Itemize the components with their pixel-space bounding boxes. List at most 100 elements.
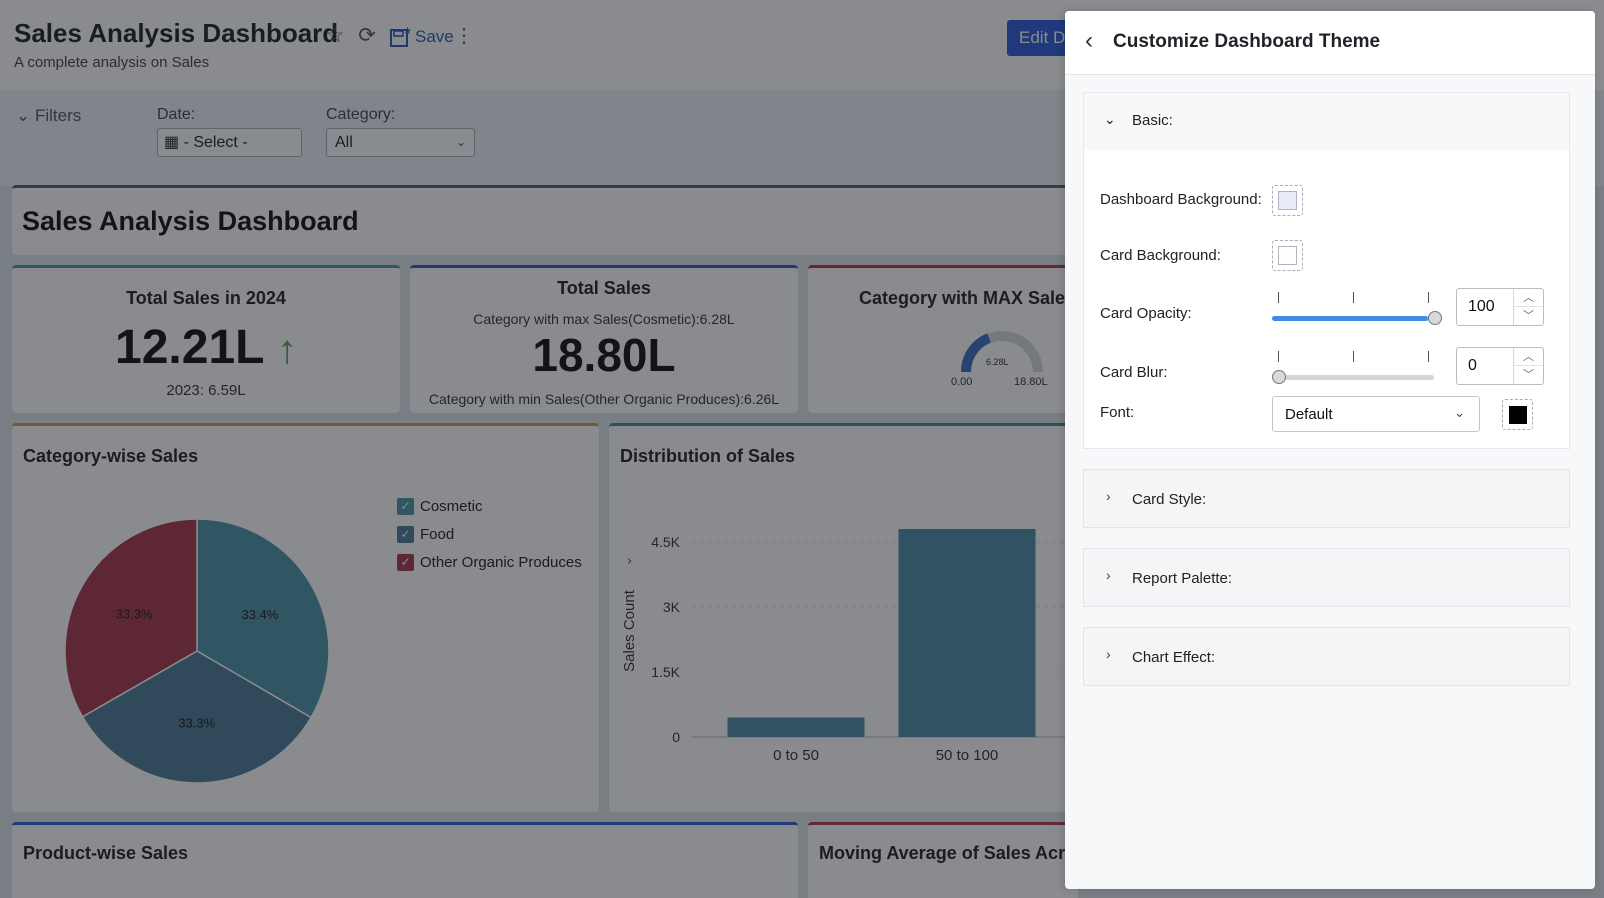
dashboard-title: Sales Analysis Dashboard	[14, 18, 339, 48]
card-opacity-label: Card Opacity:	[1100, 305, 1192, 322]
distribution-of-sales-card[interactable]: Distribution of Sales 4.5K 3K 1.5K 0 Sales C…	[609, 423, 1079, 812]
pie-slice-label: 33.3%	[116, 607, 153, 622]
card-blur-label: Card Blur:	[1100, 364, 1168, 381]
card-style-section[interactable]: › Card Style:	[1083, 469, 1570, 528]
slider-thumb[interactable]	[1272, 370, 1286, 384]
chevron-right-icon: ›	[1106, 646, 1111, 662]
checkbox-icon[interactable]: ✓	[397, 498, 414, 515]
bar[interactable]	[898, 529, 1036, 737]
font-select[interactable]: Default ⌄	[1272, 396, 1480, 432]
decrement-icon[interactable]: ﹀	[1523, 310, 1534, 322]
legend-label: Cosmetic	[420, 498, 483, 515]
moving-average-card[interactable]: Moving Average of Sales Across	[808, 822, 1078, 898]
dashboard-background-color-picker[interactable]	[1272, 185, 1303, 216]
header-card-title: Sales Analysis Dashboard	[22, 206, 359, 236]
dashboard-background-label: Dashboard Background:	[1100, 191, 1262, 208]
card-opacity-slider[interactable]	[1272, 292, 1442, 325]
chevron-right-icon[interactable]: ›	[627, 554, 632, 569]
checkbox-icon[interactable]: ✓	[397, 526, 414, 543]
filters-toggle[interactable]: ⌄ Filters	[16, 106, 81, 126]
header-card: Sales Analysis Dashboard	[12, 185, 1072, 255]
refresh-icon[interactable]: ⟳	[358, 24, 376, 47]
category-filter-label: Category:	[326, 106, 396, 123]
gauge-min: 0.00	[951, 376, 973, 388]
panel-header: ‹ Customize Dashboard Theme	[1065, 11, 1595, 75]
more-options-icon[interactable]: ⋮	[454, 25, 474, 47]
increment-icon[interactable]: ︿	[1514, 289, 1543, 307]
slider-tick	[1278, 351, 1279, 362]
kpi-title: Total Sales in 2024	[126, 288, 286, 308]
legend-item[interactable]: ✓ Food	[397, 526, 454, 543]
card-blur-input[interactable]: 0 ︿ ﹀	[1456, 347, 1544, 385]
chevron-down-icon: ⌄	[16, 106, 31, 125]
y-tick-label: 3K	[663, 599, 681, 615]
date-filter-value: - Select -	[183, 134, 248, 151]
save-label: Save	[415, 27, 454, 46]
gauge-value: 6.28L	[986, 357, 1009, 367]
back-arrow-icon[interactable]: ‹	[1085, 27, 1093, 54]
trend-up-icon: ↑	[276, 328, 297, 372]
kpi-value: 18.80L	[532, 329, 676, 381]
bar[interactable]	[727, 717, 865, 738]
card-title: Product-wise Sales	[23, 843, 189, 863]
card-background-color-picker[interactable]	[1272, 240, 1303, 271]
stepper-arrows: ︿ ﹀	[1513, 289, 1543, 325]
card-background-swatch	[1278, 246, 1297, 265]
y-axis-label: Sales Count	[621, 589, 638, 672]
font-color-picker[interactable]	[1502, 399, 1533, 430]
kpi-card-max-category[interactable]: Category with MAX Sales(C 6.28L 0.00 18.…	[808, 265, 1078, 413]
card-title: Category-wise Sales	[23, 446, 199, 466]
card-background-label: Card Background:	[1100, 247, 1221, 264]
legend-label: Food	[420, 526, 455, 543]
checkbox-icon[interactable]: ✓	[397, 554, 414, 571]
legend-item[interactable]: ✓ Cosmetic	[397, 498, 483, 515]
kpi-min-line: Category with min Sales(Other Organic Pr…	[428, 391, 780, 407]
slider-tick	[1428, 292, 1429, 303]
decrement-icon[interactable]: ﹀	[1523, 369, 1534, 381]
basic-section: ⌄ Basic: Dashboard Background: Card Back…	[1083, 92, 1570, 449]
chevron-down-icon: ⌄	[455, 135, 466, 149]
category-filter-value: All	[335, 134, 353, 151]
kpi-value-text: 12.21L	[115, 321, 264, 374]
category-wise-sales-card[interactable]: Category-wise Sales 33.4% 33.3% 33.3% ✓ Cos…	[12, 423, 599, 812]
basic-section-header[interactable]: ⌄ Basic:	[1084, 93, 1569, 150]
legend-item[interactable]: ✓ Other Organic Produces	[397, 554, 582, 571]
increment-icon[interactable]: ︿	[1514, 348, 1543, 366]
save-icon: ★	[390, 26, 411, 47]
slider-fill	[1272, 316, 1428, 321]
star-icon[interactable]: ☆	[325, 24, 345, 47]
calendar-icon: ▦	[164, 134, 180, 151]
dashboard-subtitle: A complete analysis on Sales	[14, 54, 210, 71]
kpi-max-line: Category with max Sales(Cosmetic):6.28L	[473, 311, 735, 327]
kpi-title: Total Sales	[557, 278, 651, 298]
dashboard-background-swatch	[1278, 191, 1297, 210]
save-button[interactable]: ★ Save	[389, 24, 454, 50]
report-palette-section[interactable]: › Report Palette:	[1083, 548, 1570, 607]
x-tick-label: 50 to 100	[936, 747, 999, 764]
card-opacity-input[interactable]: 100 ︿ ﹀	[1456, 288, 1544, 326]
date-filter-select[interactable]: ▦ - Select -	[157, 128, 302, 157]
date-filter-label: Date:	[157, 106, 196, 123]
kpi-card-total-sales-2024[interactable]: Total Sales in 2024 12.21L ↑ 2023: 6.59L	[12, 265, 400, 413]
legend-label: Other Organic Produces	[420, 554, 582, 571]
font-color-swatch	[1509, 406, 1527, 424]
section-label: Card Style:	[1132, 491, 1207, 508]
slider-thumb[interactable]	[1428, 311, 1442, 325]
pie-slice-label: 33.4%	[242, 607, 279, 622]
gauge-max: 18.80L	[1014, 376, 1048, 388]
chevron-right-icon: ›	[1106, 567, 1111, 583]
section-label: Report Palette:	[1132, 570, 1233, 587]
slider-track	[1272, 375, 1434, 380]
slider-tick	[1428, 351, 1429, 362]
kpi-card-total-sales[interactable]: Total Sales Category with max Sales(Cosm…	[410, 265, 798, 413]
chevron-right-icon: ›	[1106, 488, 1111, 504]
product-wise-sales-card[interactable]: Product-wise Sales	[12, 822, 798, 898]
stepper-arrows: ︿ ﹀	[1513, 348, 1543, 384]
panel-title: Customize Dashboard Theme	[1113, 31, 1381, 52]
pie-slice-label: 33.3%	[178, 716, 215, 731]
gauge-chart	[960, 331, 1043, 373]
bar-chart: 4.5K 3K 1.5K 0 Sales Count › 0 to 50 50 to 100	[621, 529, 1079, 764]
card-blur-slider[interactable]	[1272, 351, 1434, 384]
category-filter-select[interactable]: All ⌄	[326, 128, 475, 157]
chart-effect-section[interactable]: › Chart Effect:	[1083, 627, 1570, 686]
